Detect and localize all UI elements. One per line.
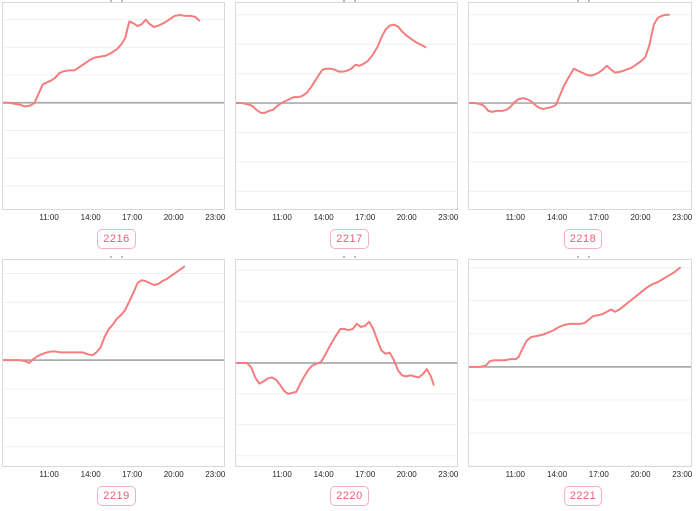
x-tick-label: 17:00	[122, 213, 143, 222]
x-tick-label: 17:00	[588, 470, 609, 479]
x-tick-label: 11:00	[39, 213, 59, 222]
chart-panel-2219: 11:00 14:00 17:00 20:00 23:00 2219	[0, 252, 233, 509]
x-tick-label: 20:00	[396, 213, 417, 222]
x-tick-label: 23:00	[672, 213, 693, 222]
series-line	[469, 15, 669, 112]
x-tick-label: 20:00	[163, 213, 184, 222]
chart-plot	[2, 2, 225, 210]
chart-id-badge[interactable]: 2216	[97, 229, 136, 249]
x-tick-label: 17:00	[122, 470, 143, 479]
clipped-title-fragment	[343, 256, 345, 258]
clipped-title-fragment	[587, 256, 590, 258]
badge-row: 2218	[466, 225, 700, 252]
x-tick-label: 14:00	[547, 470, 568, 479]
x-tick-label: 14:00	[313, 470, 334, 479]
series-line	[469, 268, 680, 367]
x-tick-label: 11:00	[39, 470, 59, 479]
badge-row: 2216	[0, 225, 233, 252]
clipped-title-fragment	[576, 0, 579, 2]
chart-plot	[235, 259, 458, 467]
series-line	[236, 322, 434, 394]
chart-panel-2217: 11:00 14:00 17:00 20:00 23:00 2217	[233, 0, 466, 252]
x-tick-label: 23:00	[438, 213, 459, 222]
x-tick-label: 14:00	[80, 213, 101, 222]
x-tick-label: 14:00	[80, 470, 101, 479]
series-line	[3, 15, 199, 106]
chart-id-badge[interactable]: 2217	[330, 229, 369, 249]
clipped-title-fragment	[354, 256, 356, 258]
x-axis: 11:00 14:00 17:00 20:00 23:00	[2, 467, 225, 482]
series-line	[236, 25, 425, 113]
clipped-title-fragment	[343, 0, 345, 2]
chart-panel-2220: 11:00 14:00 17:00 20:00 23:00 2220	[233, 252, 466, 509]
badge-row: 2220	[233, 482, 466, 509]
clipped-title-fragment	[121, 0, 123, 2]
clipped-title-fragment	[354, 0, 356, 2]
x-tick-label: 17:00	[355, 470, 376, 479]
clipped-chart-title	[233, 252, 466, 259]
clipped-title-fragment	[110, 256, 112, 258]
chart-plot	[2, 259, 225, 467]
chart-plot	[468, 259, 692, 467]
clipped-chart-title	[466, 0, 700, 2]
clipped-title-fragment	[587, 0, 590, 2]
x-tick-label: 11:00	[505, 470, 526, 479]
x-axis: 11:00 14:00 17:00 20:00 23:00	[235, 210, 458, 225]
x-tick-label: 11:00	[505, 213, 526, 222]
chart-panel-2221: 11:00 14:00 17:00 20:00 23:00 2221	[466, 252, 700, 509]
chart-id-badge[interactable]: 2221	[563, 486, 603, 506]
series-line	[3, 267, 184, 363]
clipped-title-fragment	[121, 256, 123, 258]
x-tick-label: 20:00	[630, 470, 651, 479]
x-tick-label: 17:00	[355, 213, 376, 222]
chart-id-badge[interactable]: 2220	[330, 486, 369, 506]
clipped-title-fragment	[576, 256, 579, 258]
badge-row: 2217	[233, 225, 466, 252]
x-tick-label: 11:00	[272, 213, 292, 222]
badge-row: 2219	[0, 482, 233, 509]
chart-id-badge[interactable]: 2218	[563, 229, 603, 249]
chart-panel-2218: 11:00 14:00 17:00 20:00 23:00 2218	[466, 0, 700, 252]
line-chart-svg	[469, 3, 691, 209]
x-axis: 11:00 14:00 17:00 20:00 23:00	[468, 210, 693, 225]
line-chart-svg	[236, 260, 457, 466]
x-axis: 11:00 14:00 17:00 20:00 23:00	[468, 467, 693, 482]
x-tick-label: 20:00	[163, 470, 184, 479]
line-chart-svg	[3, 260, 224, 466]
x-tick-label: 14:00	[547, 213, 568, 222]
line-chart-svg	[236, 3, 457, 209]
chart-panel-2216: 11:00 14:00 17:00 20:00 23:00 2216	[0, 0, 233, 252]
line-chart-svg	[469, 260, 691, 466]
x-tick-label: 17:00	[588, 213, 609, 222]
x-axis: 11:00 14:00 17:00 20:00 23:00	[2, 210, 225, 225]
x-axis: 11:00 14:00 17:00 20:00 23:00	[235, 467, 458, 482]
x-tick-label: 23:00	[672, 470, 693, 479]
badge-row: 2221	[466, 482, 700, 509]
x-tick-label: 20:00	[396, 470, 417, 479]
line-chart-svg	[3, 3, 224, 209]
x-tick-label: 11:00	[272, 470, 292, 479]
x-tick-label: 23:00	[205, 213, 226, 222]
chart-plot	[235, 2, 458, 210]
clipped-chart-title	[0, 0, 233, 2]
x-tick-label: 14:00	[313, 213, 334, 222]
chart-plot	[468, 2, 692, 210]
x-tick-label: 23:00	[205, 470, 226, 479]
x-tick-label: 23:00	[438, 470, 459, 479]
clipped-chart-title	[0, 252, 233, 259]
chart-id-badge[interactable]: 2219	[97, 486, 136, 506]
x-tick-label: 20:00	[630, 213, 651, 222]
clipped-chart-title	[466, 252, 700, 259]
clipped-title-fragment	[110, 0, 112, 2]
clipped-chart-title	[233, 0, 466, 2]
